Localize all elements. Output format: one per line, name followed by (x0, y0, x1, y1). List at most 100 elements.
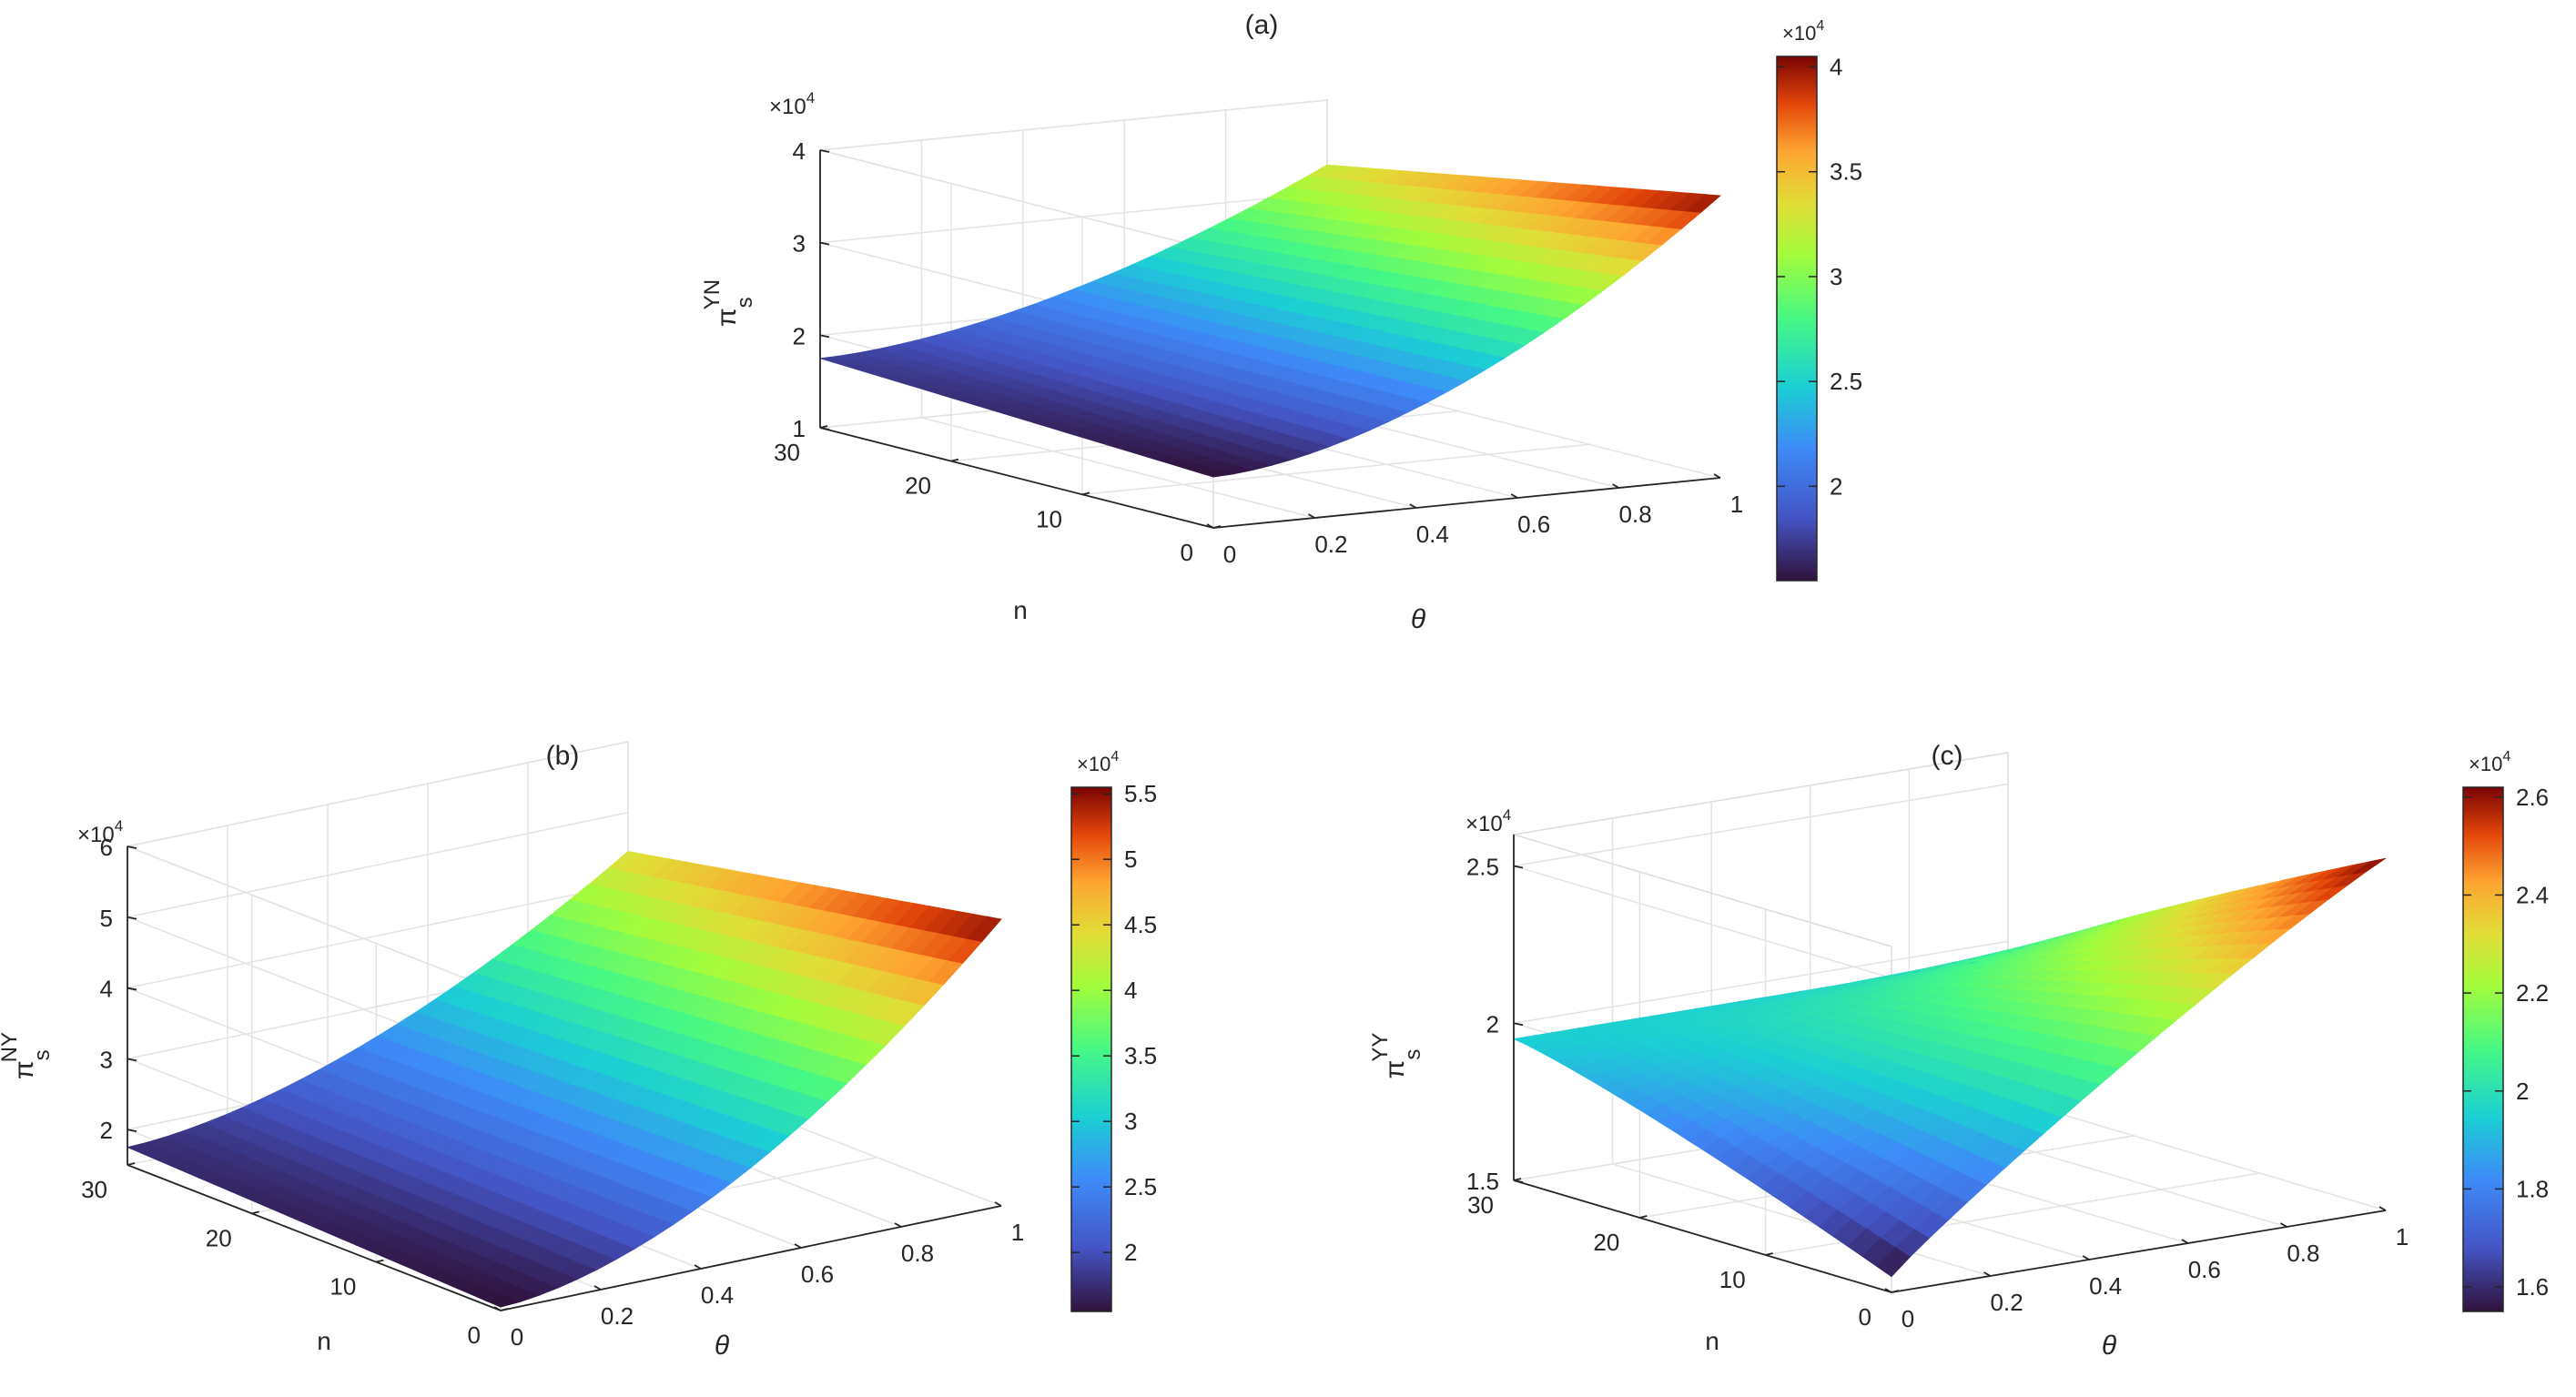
theta-axis-line (1212, 477, 1721, 529)
z-label-sub: s (1401, 1049, 1425, 1060)
colorbar-tick-label: 2.5 (1830, 368, 1862, 395)
colorbar-tick-label: 2 (2516, 1078, 2529, 1105)
colorbar-tick-label: 2.4 (2516, 881, 2549, 908)
z-tick-label: 2 (100, 1117, 113, 1144)
z-tick-label: 5 (100, 905, 113, 932)
z-label-sub: s (733, 297, 757, 308)
z-tick-label: 1.5 (1466, 1168, 1499, 1195)
colorbar-exponent-base: ×10 (1782, 22, 1816, 45)
theta-tick-label: 0.2 (1991, 1289, 2023, 1316)
z-label-main: π (712, 308, 742, 327)
n-tick-mark (500, 1308, 509, 1311)
colorbar-tick-label: 2.5 (1124, 1173, 1157, 1200)
z-tick-mark (819, 241, 830, 246)
colorbar-exponent-label: ×104 (2469, 749, 2510, 775)
n-tick-mark (1765, 1252, 1773, 1256)
theta-tick-mark (694, 1264, 702, 1270)
colorbar-tick-label: 2 (1124, 1239, 1137, 1266)
z-tick-mark (819, 149, 830, 153)
n-tick-label: 0 (468, 1321, 481, 1349)
z-label-sub: s (30, 1049, 55, 1060)
z-label-main: π (1380, 1060, 1410, 1079)
theta-tick-label: 0.2 (1314, 531, 1347, 558)
z-axis-label: πs NY (0, 1032, 55, 1079)
exponent-power: 4 (1503, 806, 1511, 824)
colorbar-exponent-label: ×104 (1077, 749, 1119, 775)
n-tick-label: 20 (905, 472, 931, 500)
z-axis-label: πs YY (1368, 1033, 1425, 1079)
panel-title: (b) (546, 741, 580, 771)
theta-tick-label: 0.4 (701, 1281, 734, 1309)
theta-tick-label: 1 (1730, 491, 1743, 518)
theta-tick-mark (1510, 493, 1518, 499)
z-label-main: π (9, 1060, 39, 1079)
theta-tick-mark (1307, 513, 1315, 519)
z-tick-mark (1513, 865, 1524, 869)
n-axis-line (1513, 1179, 1892, 1293)
surface-patch (967, 916, 1002, 942)
z-exponent-label: ×104 (1465, 806, 1511, 836)
theta-tick-label: 0.8 (901, 1240, 934, 1267)
colorbar-tick-label: 2.2 (2516, 979, 2549, 1007)
theta-tick-mark (994, 1201, 1002, 1207)
n-tick-mark (127, 1162, 136, 1166)
n-tick-label: 10 (1719, 1266, 1746, 1293)
n-tick-label: 10 (330, 1273, 356, 1301)
theta-tick-mark (2279, 1222, 2287, 1228)
panel-a: 0 0.2 0.4 0.6 0.8 101020301234×104πsYNθn(a)22… (700, 10, 1862, 634)
z-tick-label: 1 (793, 415, 806, 442)
colorbar-tick-label: 3.5 (1124, 1042, 1157, 1069)
theta-tick-mark (794, 1243, 802, 1249)
colorbar: 22.533.544.555.5×104 (1070, 749, 1157, 1312)
theta-tick-mark (593, 1285, 602, 1291)
z-tick-mark (127, 987, 137, 991)
panel-b: 00.20.40.60.81010203023456×104πsNYθn(b)2… (0, 741, 1157, 1361)
panel-c: 00.20.40.60.8101020301.522.5×104πsYYθn(c… (1368, 741, 2549, 1361)
theta-tick-mark (894, 1222, 902, 1228)
axes-lines (819, 149, 1721, 529)
colorbar-body (2462, 786, 2504, 1312)
colorbar-exponent-base: ×10 (2469, 753, 2502, 775)
surface (126, 851, 1002, 1308)
theta-axis-line (1891, 1210, 2387, 1293)
n-tick-label: 30 (81, 1176, 107, 1203)
theta-axis-label: θ (2102, 1331, 2117, 1361)
theta-tick-label: 0 (1902, 1305, 1914, 1332)
n-tick-mark (950, 458, 959, 462)
n-tick-label: 30 (774, 439, 800, 466)
z-tick-label: 4 (100, 976, 113, 1003)
n-axis-label: n (317, 1327, 331, 1355)
z-tick-mark (127, 1129, 137, 1132)
theta-tick-label: 0 (1223, 541, 1236, 568)
colorbar-body (1776, 56, 1818, 582)
theta-tick-mark (2378, 1206, 2387, 1211)
theta-tick-label: 1 (1011, 1219, 1024, 1246)
z-tick-label: 2 (793, 322, 806, 349)
surface (1512, 857, 2387, 1278)
theta-tick-label: 0.2 (601, 1302, 634, 1330)
colorbar-tick-label: 3.5 (1830, 158, 1862, 186)
colorbar-tick-label: 2.6 (2516, 784, 2549, 811)
n-tick-label: 10 (1036, 505, 1062, 532)
theta-tick-mark (1206, 523, 1214, 529)
theta-tick-mark (1983, 1271, 1992, 1277)
theta-tick-label: 0 (511, 1323, 523, 1351)
colorbar-tick-label: 4.5 (1124, 911, 1157, 938)
exponent-base: ×10 (769, 95, 806, 119)
z-tick-mark (127, 1058, 137, 1062)
theta-tick-mark (1884, 1288, 1892, 1293)
colorbar-exponent-power: 4 (1816, 18, 1824, 34)
z-label-sup: YY (1368, 1033, 1393, 1062)
theta-tick-label: 0.4 (2089, 1272, 2122, 1300)
n-axis-line (127, 1164, 502, 1311)
n-tick-label: 0 (1859, 1303, 1871, 1331)
z-exponent-label: ×104 (77, 817, 123, 847)
z-tick-mark (127, 845, 137, 849)
n-tick-mark (1891, 1290, 1900, 1293)
n-axis-label: n (1705, 1327, 1719, 1355)
colorbar: 1.61.822.22.42.6×104 (2462, 749, 2549, 1312)
colorbar-tick-label: 4 (1830, 54, 1842, 81)
theta-tick-label: 0.4 (1416, 521, 1449, 548)
z-tick-mark (127, 916, 137, 920)
